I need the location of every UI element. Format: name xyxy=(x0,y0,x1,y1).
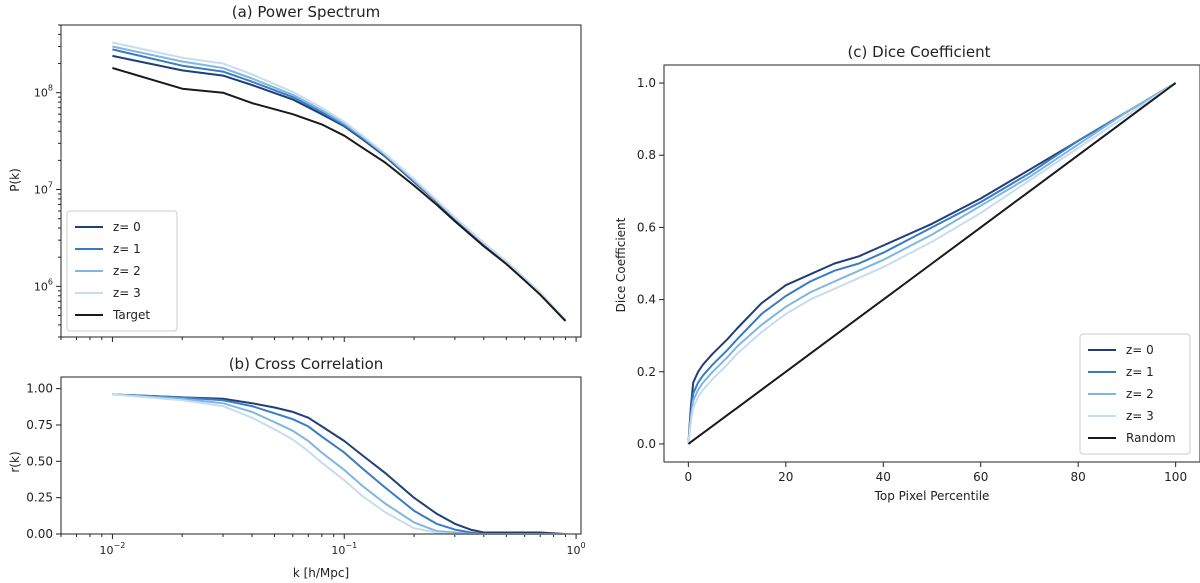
x-axis-label: Top Pixel Percentile xyxy=(874,489,990,503)
legend-label: z= 3 xyxy=(1126,409,1154,423)
series-line xyxy=(687,82,1177,445)
y-tick-label: 107 xyxy=(34,181,53,197)
chart-title: (b) Cross Correlation xyxy=(229,355,384,373)
y-tick-label: 106 xyxy=(34,277,53,293)
series-layer xyxy=(687,82,1177,445)
legend-label: z= 2 xyxy=(1126,387,1154,401)
series-layer xyxy=(112,393,566,535)
x-tick-label: 0 xyxy=(685,470,693,484)
series-line xyxy=(112,54,567,321)
x-tick-label: 60 xyxy=(973,470,988,484)
legend-label: z= 0 xyxy=(1126,343,1154,357)
y-tick-label: 0.8 xyxy=(637,148,656,162)
y-tick-label: 0.25 xyxy=(26,491,53,505)
x-tick-label: 100 xyxy=(1164,470,1187,484)
chart-title: (c) Dice Coefficient xyxy=(847,43,990,61)
y-tick-label: 108 xyxy=(34,84,53,100)
chart-title: (a) Power Spectrum xyxy=(232,3,380,21)
legend-frame xyxy=(66,210,178,332)
legend-label: z= 2 xyxy=(113,264,141,278)
series-line xyxy=(112,393,566,535)
legend: z= 0 z= 1 z= 2 z= 3 Target xyxy=(66,210,178,332)
series-line xyxy=(112,67,567,322)
axis-layer: 0 20 40 60 80 100 0.0 0.2 0.4 0.6 0.8 1.0 xyxy=(637,76,1187,484)
tick-exponent: 6 xyxy=(48,277,53,286)
y-tick-label: 1.0 xyxy=(637,76,656,90)
dice-coefficient-panel: (c) Dice Coefficient Top Pixel Percentil… xyxy=(614,43,1200,503)
y-tick-label: 0.75 xyxy=(26,418,53,432)
x-tick-label: 10−1 xyxy=(331,541,357,557)
tick-exponent: 8 xyxy=(48,84,53,93)
series-line xyxy=(687,82,1177,445)
y-tick-label: 0.50 xyxy=(26,454,53,468)
legend-label: Random xyxy=(1126,431,1176,445)
series-line xyxy=(687,82,1177,445)
tick-exponent: −2 xyxy=(114,541,126,550)
tick-base: 10 xyxy=(34,87,48,100)
x-tick-label: 10−2 xyxy=(100,541,126,557)
series-line xyxy=(687,82,1177,445)
tick-base: 10 xyxy=(100,544,114,557)
y-tick-label: 0.0 xyxy=(637,437,656,451)
y-axis-label: P(k) xyxy=(8,168,22,192)
tick-exponent: 7 xyxy=(48,181,53,190)
legend-label: Target xyxy=(112,308,150,322)
legend-label: z= 3 xyxy=(113,286,141,300)
y-tick-label: 0.2 xyxy=(637,365,656,379)
tick-base: 10 xyxy=(34,184,48,197)
plot-frame xyxy=(60,24,582,338)
y-tick-label: 1.00 xyxy=(26,382,53,396)
tick-base: 10 xyxy=(331,544,345,557)
tick-base: 10 xyxy=(34,280,48,293)
legend-label: z= 0 xyxy=(113,220,141,234)
series-line xyxy=(112,48,567,322)
tick-base: 10 xyxy=(567,544,581,557)
y-axis-label: r(k) xyxy=(8,451,22,472)
tick-exponent: 0 xyxy=(581,541,586,550)
x-tick-label: 80 xyxy=(1071,470,1086,484)
plot-frame xyxy=(60,376,582,535)
series-line xyxy=(112,393,566,535)
x-tick-label: 40 xyxy=(876,470,891,484)
legend: z= 0 z= 1 z= 2 z= 3 Random xyxy=(1079,333,1191,455)
y-tick-label: 0.00 xyxy=(26,527,53,541)
plot-frame xyxy=(663,64,1200,463)
x-tick-label: 100 xyxy=(567,541,586,557)
series-line xyxy=(112,41,567,321)
legend-frame xyxy=(1079,333,1191,455)
series-layer xyxy=(112,41,567,322)
cross-correlation-panel: (b) Cross Correlation k [h/Mpc] r(k) 10−… xyxy=(8,355,586,580)
legend-label: z= 1 xyxy=(113,242,141,256)
legend-label: z= 1 xyxy=(1126,365,1154,379)
series-line xyxy=(112,393,566,535)
tick-exponent: −1 xyxy=(345,541,357,550)
x-tick-label: 20 xyxy=(778,470,793,484)
series-line xyxy=(687,82,1177,445)
y-tick-label: 0.4 xyxy=(637,293,656,307)
y-axis-label: Dice Coefficient xyxy=(614,217,628,312)
x-axis-label: k [h/Mpc] xyxy=(293,566,349,580)
y-tick-label: 0.6 xyxy=(637,220,656,234)
series-line xyxy=(112,393,566,535)
